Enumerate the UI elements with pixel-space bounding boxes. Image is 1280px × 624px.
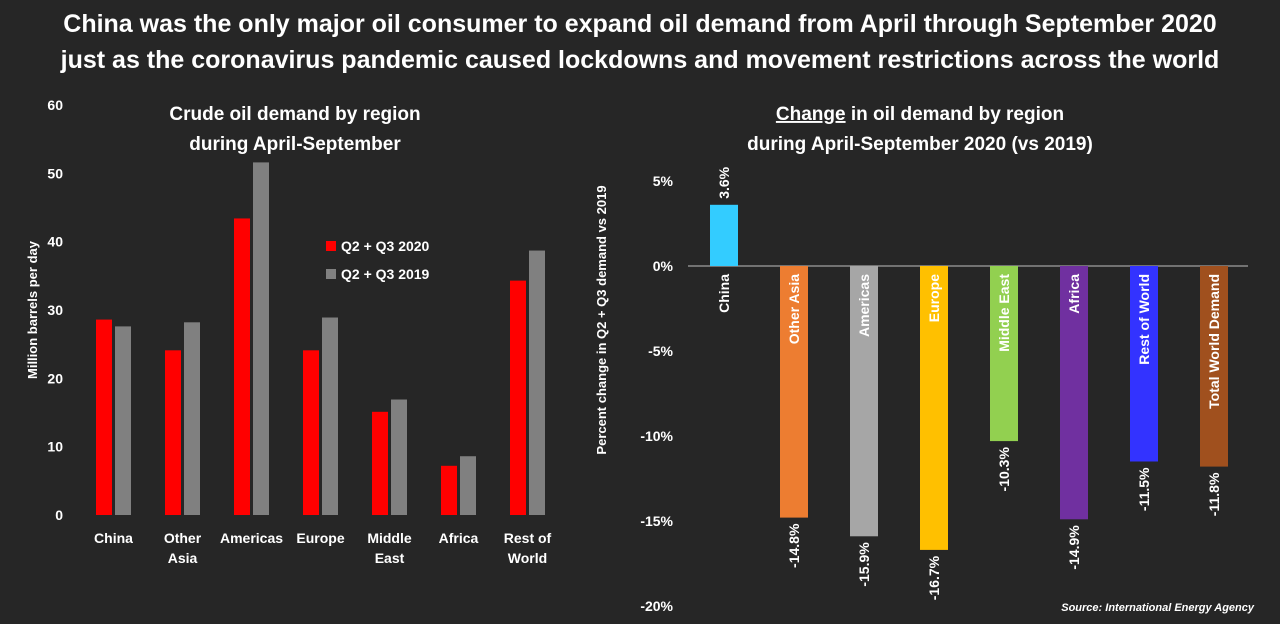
left-y-tick-label: 40 [47,234,63,250]
right-y-tick-label: -15% [640,513,673,529]
left-bar-2019 [184,322,200,515]
left-bar-2020 [234,218,250,515]
left-chart: Crude oil demand by region during April-… [25,97,552,566]
left-bar-2019 [391,399,407,515]
left-y-tick-label: 10 [47,439,63,455]
right-category-label: Africa [1066,274,1082,314]
left-bar-2019 [529,250,545,516]
left-y-tick-label: 0 [55,507,63,523]
legend-swatch-2019 [326,269,336,279]
left-bar-2020 [372,411,388,515]
right-y-tick-label: -20% [640,598,673,614]
right-category-label: Other Asia [786,274,802,344]
left-category-label: Europe [296,530,344,546]
headline-line-1: China was the only major oil consumer to… [63,10,1217,38]
left-category-label: Africa [439,530,479,546]
left-category-label: China [94,530,133,546]
legend-swatch-2020 [326,241,336,251]
right-chart-title-line-1: Change in oil demand by region [776,104,1064,125]
right-category-label: Rest of World [1136,274,1152,365]
right-y-tick-label: -5% [648,343,673,359]
right-bar [850,266,878,537]
right-chart-title-rest: in oil demand by region [846,104,1065,125]
right-value-label: -16.7% [926,555,942,600]
left-y-axis-label: Million barrels per day [25,240,40,379]
right-bar [990,266,1018,442]
right-y-axis-label: Percent change in Q2 + Q3 demand vs 2019 [594,185,609,454]
left-category-label: Other Asia [164,530,202,566]
right-value-label: -15.9% [856,542,872,587]
right-value-label: -11.5% [1136,467,1152,511]
left-category-labels: China Other Asia Americas Europe Middle East Af… [94,530,552,566]
right-value-label: -11.8% [1206,472,1222,516]
left-y-tick-label: 30 [47,302,63,318]
left-bar-2019 [322,317,338,515]
left-category-label: Americas [220,530,283,546]
left-y-ticks: 0 10 20 30 40 50 60 [47,97,63,523]
legend-label-2019: Q2 + Q3 2019 [341,266,430,282]
left-bar-2020 [96,319,112,515]
right-value-label: -14.9% [1066,525,1082,570]
right-y-tick-label: 0% [653,258,674,274]
left-y-tick-label: 20 [47,370,63,386]
right-bar [780,266,808,518]
right-bar [1130,266,1158,462]
left-bar-2019 [253,162,269,515]
right-value-labels: 3.6% -14.8% -15.9% -16.7% -10.3% -14.9% -11.5%… [716,166,1222,600]
left-chart-title-line-2: during April-September [189,134,401,155]
left-bars [96,162,545,516]
right-y-ticks: 5% 0% -5% -10% -15% -20% [640,173,673,614]
right-value-label: -10.3% [996,447,1012,492]
right-category-labels: China Other Asia Americas Europe Middle East… [716,274,1222,409]
right-category-label: Middle East [996,274,1012,352]
left-y-tick-label: 50 [47,165,63,181]
right-y-tick-label: 5% [653,173,674,189]
source-note: Source: International Energy Agency [1061,602,1255,614]
right-category-label: China [716,274,732,313]
left-bar-2019 [460,456,476,515]
left-bar-2019 [115,326,131,515]
legend-label-2020: Q2 + Q3 2020 [341,238,430,254]
right-category-label: Total World Demand [1206,274,1222,409]
right-value-label: -14.8% [786,523,802,568]
left-y-tick-label: 60 [47,97,63,113]
headline: China was the only major oil consumer to… [0,6,1280,78]
right-category-label: Americas [856,274,872,337]
right-chart-title-line-2: during April-September 2020 (vs 2019) [747,134,1093,155]
left-bar-2020 [510,280,526,515]
right-chart: Change in oil demand by region during Ap… [594,104,1248,614]
headline-line-2: just as the coronavirus pandemic caused … [60,46,1220,74]
right-bar [1060,266,1088,520]
left-bar-2020 [303,350,319,515]
left-chart-title-line-1: Crude oil demand by region [169,104,420,125]
right-bar [1200,266,1228,467]
right-bars [710,204,1228,550]
left-category-label: Rest of World [504,530,552,566]
left-category-label: Middle East [367,530,412,566]
left-bar-2020 [165,350,181,515]
right-bar [920,266,948,550]
left-legend: Q2 + Q3 2020 Q2 + Q3 2019 [326,238,430,282]
right-category-label: Europe [926,274,942,322]
left-bar-2020 [441,465,457,515]
right-y-tick-label: -10% [640,428,673,444]
right-chart-title-underlined: Change [776,104,846,125]
right-value-label: 3.6% [716,166,732,198]
right-bar [710,204,738,266]
